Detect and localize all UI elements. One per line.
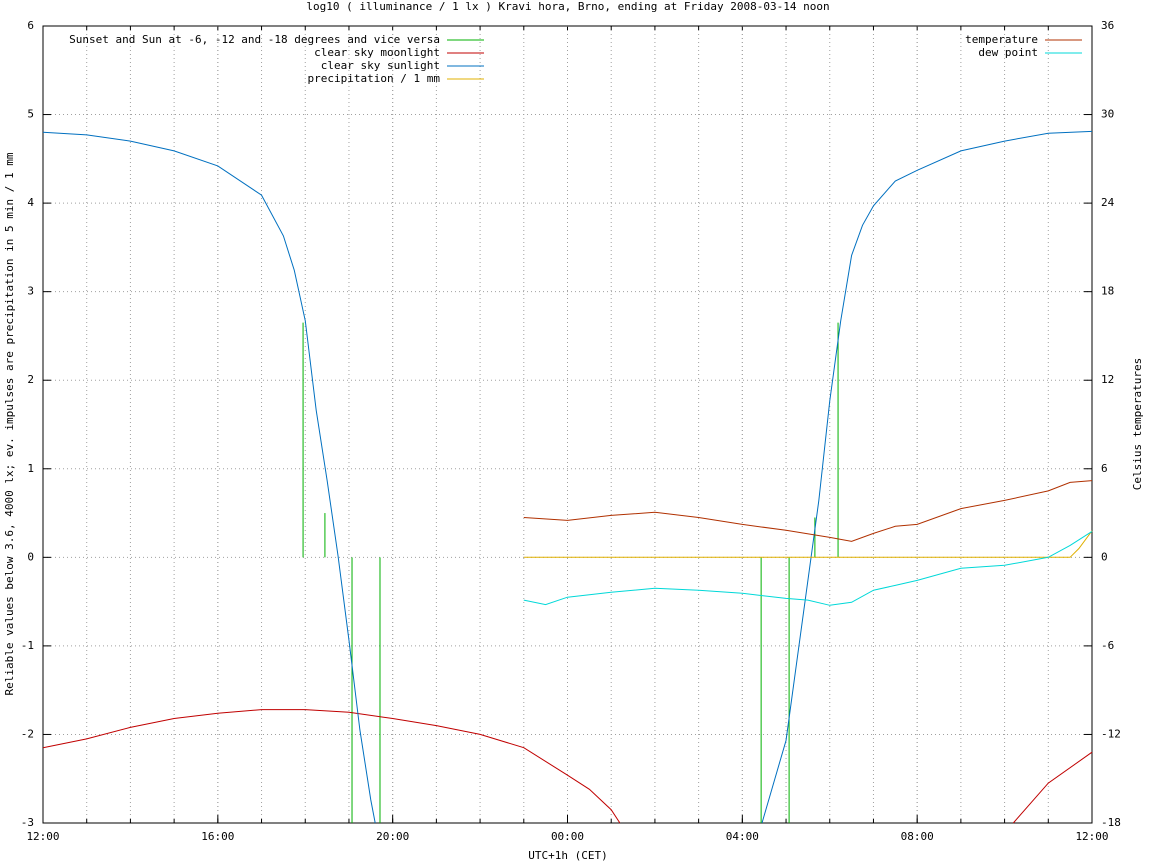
chart-title: log10 ( illuminance / 1 lx ) Kravi hora,…: [306, 0, 829, 13]
x-tick-label: 04:00: [726, 830, 759, 843]
y2-tick-label: -6: [1101, 639, 1114, 652]
y-tick-label: 5: [27, 108, 34, 121]
y2-tick-label: -18: [1101, 816, 1121, 829]
x-tick-label: 20:00: [376, 830, 409, 843]
y2-axis-label: Celsius temperatures: [1131, 358, 1144, 490]
y2-tick-label: 36: [1101, 19, 1114, 32]
y-tick-label: 4: [27, 196, 34, 209]
y-tick-label: 6: [27, 19, 34, 32]
legend-label: clear sky sunlight: [321, 59, 440, 72]
y2-tick-label: 18: [1101, 285, 1114, 298]
series-line: [523, 530, 1093, 558]
y2-tick-label: -12: [1101, 727, 1121, 740]
x-tick-label: 08:00: [901, 830, 934, 843]
y-tick-label: -1: [21, 639, 34, 652]
y-tick-label: 2: [27, 373, 34, 386]
x-tick-label: 00:00: [551, 830, 584, 843]
legend-label: Sunset and Sun at -6, -12 and -18 degree…: [69, 33, 440, 46]
x-axis-label: UTC+1h (CET): [528, 849, 607, 862]
legend-label: dew point: [978, 46, 1038, 59]
legend-label: precipitation / 1 mm: [308, 72, 441, 85]
y-tick-label: -2: [21, 727, 34, 740]
series-line: [523, 530, 1093, 606]
y2-tick-label: 12: [1101, 373, 1114, 386]
x-tick-label: 12:00: [1075, 830, 1108, 843]
y-tick-label: 1: [27, 462, 34, 475]
y-tick-label: 0: [27, 550, 34, 563]
x-tick-label: 12:00: [26, 830, 59, 843]
series-line: [42, 130, 1093, 824]
y-tick-label: 3: [27, 285, 34, 298]
y-tick-label: -3: [21, 816, 34, 829]
y2-tick-label: 6: [1101, 462, 1108, 475]
series-line: [523, 480, 1093, 542]
legend-label: clear sky moonlight: [314, 46, 440, 59]
y2-tick-label: 24: [1101, 196, 1115, 209]
legend-label: temperature: [965, 33, 1038, 46]
series-line: [42, 709, 1093, 824]
y-axis-label: Reliable values below 3.6, 4000 lx; ev. …: [3, 152, 16, 695]
y2-tick-label: 30: [1101, 108, 1114, 121]
x-tick-label: 16:00: [201, 830, 234, 843]
plot-frame: [42, 25, 1093, 824]
y2-tick-label: 0: [1101, 550, 1108, 563]
